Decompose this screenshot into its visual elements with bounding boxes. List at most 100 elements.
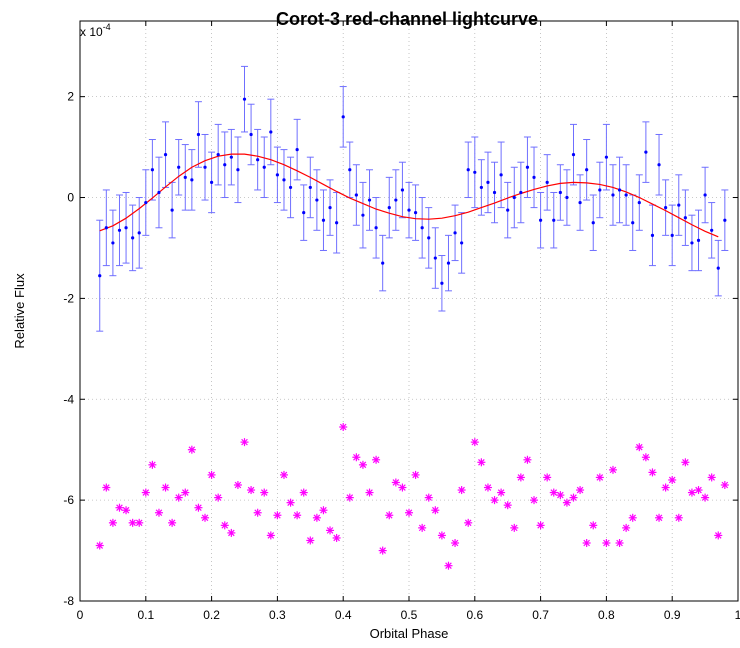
residual-point: [701, 493, 710, 502]
data-point: [571, 153, 576, 157]
data-point: [598, 188, 602, 192]
residual-point: [352, 453, 361, 462]
model-line: [99, 153, 719, 238]
residual-point: [227, 528, 236, 537]
data-point: [275, 173, 279, 177]
data-point: [321, 218, 326, 222]
y-tick-label: 0: [67, 191, 74, 205]
residual-point: [602, 539, 611, 547]
y-scale-exponent: -4: [103, 22, 111, 32]
data-point: [210, 180, 214, 184]
data-point: [302, 211, 306, 215]
data-point: [499, 173, 503, 177]
residual-point: [622, 523, 631, 532]
data-point: [723, 218, 727, 222]
data-point: [348, 168, 352, 172]
y-axis-label: Relative Flux: [12, 273, 27, 349]
data-point: [269, 130, 273, 134]
data-point: [578, 200, 582, 205]
y-tick-label: 2: [67, 90, 74, 104]
data-point: [394, 198, 398, 202]
data-point: [453, 231, 457, 235]
data-point: [144, 200, 148, 205]
residual-point: [431, 506, 440, 515]
data-point: [506, 208, 510, 212]
x-tick-label: 0.9: [664, 608, 681, 622]
data-point: [98, 274, 102, 278]
data-point: [716, 266, 720, 270]
data-point: [591, 221, 595, 225]
residual-point: [424, 493, 433, 502]
data-point: [381, 261, 385, 265]
data-point: [532, 175, 536, 179]
axis-ticks: [79, 21, 739, 602]
residual-point: [536, 521, 545, 530]
tick-labels: 0 0.1 0.2 0.3 0.4 0.5 0.6 0.7 0.8 0.9 1 -8 -6 -4 -2 0 2: [63, 90, 740, 622]
residual-point: [293, 511, 302, 520]
data-point: [611, 193, 615, 197]
residual-point: [201, 513, 210, 522]
data-point: [374, 226, 378, 230]
x-tick-label: 0.7: [532, 608, 549, 622]
data-point: [492, 190, 497, 195]
residual-points: [95, 423, 729, 570]
y-tick-label: -8: [63, 594, 74, 608]
data-point: [670, 233, 674, 237]
residual-point: [115, 503, 124, 512]
data-point: [137, 231, 141, 235]
data-point: [413, 211, 418, 215]
residual-point: [240, 438, 249, 447]
residual-point: [437, 531, 446, 540]
residual-point: [628, 513, 637, 522]
data-point: [420, 226, 424, 230]
residual-point: [385, 511, 394, 520]
residual-point: [707, 473, 716, 482]
residual-point: [326, 526, 335, 535]
data-point: [696, 238, 701, 242]
data-points: [98, 97, 727, 285]
residual-point: [260, 488, 269, 497]
residual-point: [128, 518, 137, 527]
x-tick-label: 0.5: [401, 608, 418, 622]
x-tick-label: 0.3: [269, 608, 286, 622]
data-point: [427, 236, 431, 240]
residual-point: [339, 423, 348, 431]
data-point: [407, 208, 411, 212]
data-point: [190, 178, 194, 182]
residual-point: [154, 508, 163, 517]
residual-point: [523, 455, 532, 464]
x-tick-label: 0.6: [466, 608, 483, 622]
data-point: [440, 281, 444, 285]
data-point: [690, 241, 694, 245]
residual-point: [655, 513, 664, 522]
residual-point: [372, 455, 381, 464]
residual-point: [687, 488, 696, 497]
data-point: [677, 203, 681, 207]
data-point: [657, 163, 661, 167]
data-point: [335, 221, 339, 225]
data-point: [341, 115, 345, 119]
residual-point: [516, 473, 525, 482]
data-point: [236, 168, 240, 172]
data-point: [479, 185, 483, 190]
data-point: [242, 97, 247, 101]
x-axis-label: Orbital Phase: [370, 626, 449, 641]
residual-point: [122, 506, 131, 515]
residual-point: [661, 483, 670, 492]
x-tick-label: 1: [735, 608, 740, 622]
residual-point: [299, 488, 308, 497]
residual-point: [470, 438, 479, 447]
residual-point: [253, 508, 262, 517]
residual-point: [312, 513, 321, 522]
residual-point: [549, 488, 558, 497]
residual-point: [674, 513, 683, 522]
data-point: [664, 206, 668, 210]
data-point: [328, 206, 332, 210]
data-point: [565, 195, 569, 200]
x-tick-label: 0.8: [598, 608, 615, 622]
data-point: [223, 163, 227, 167]
data-point: [367, 198, 372, 202]
data-point: [354, 193, 358, 197]
residual-point: [108, 518, 117, 527]
data-point: [545, 180, 549, 184]
